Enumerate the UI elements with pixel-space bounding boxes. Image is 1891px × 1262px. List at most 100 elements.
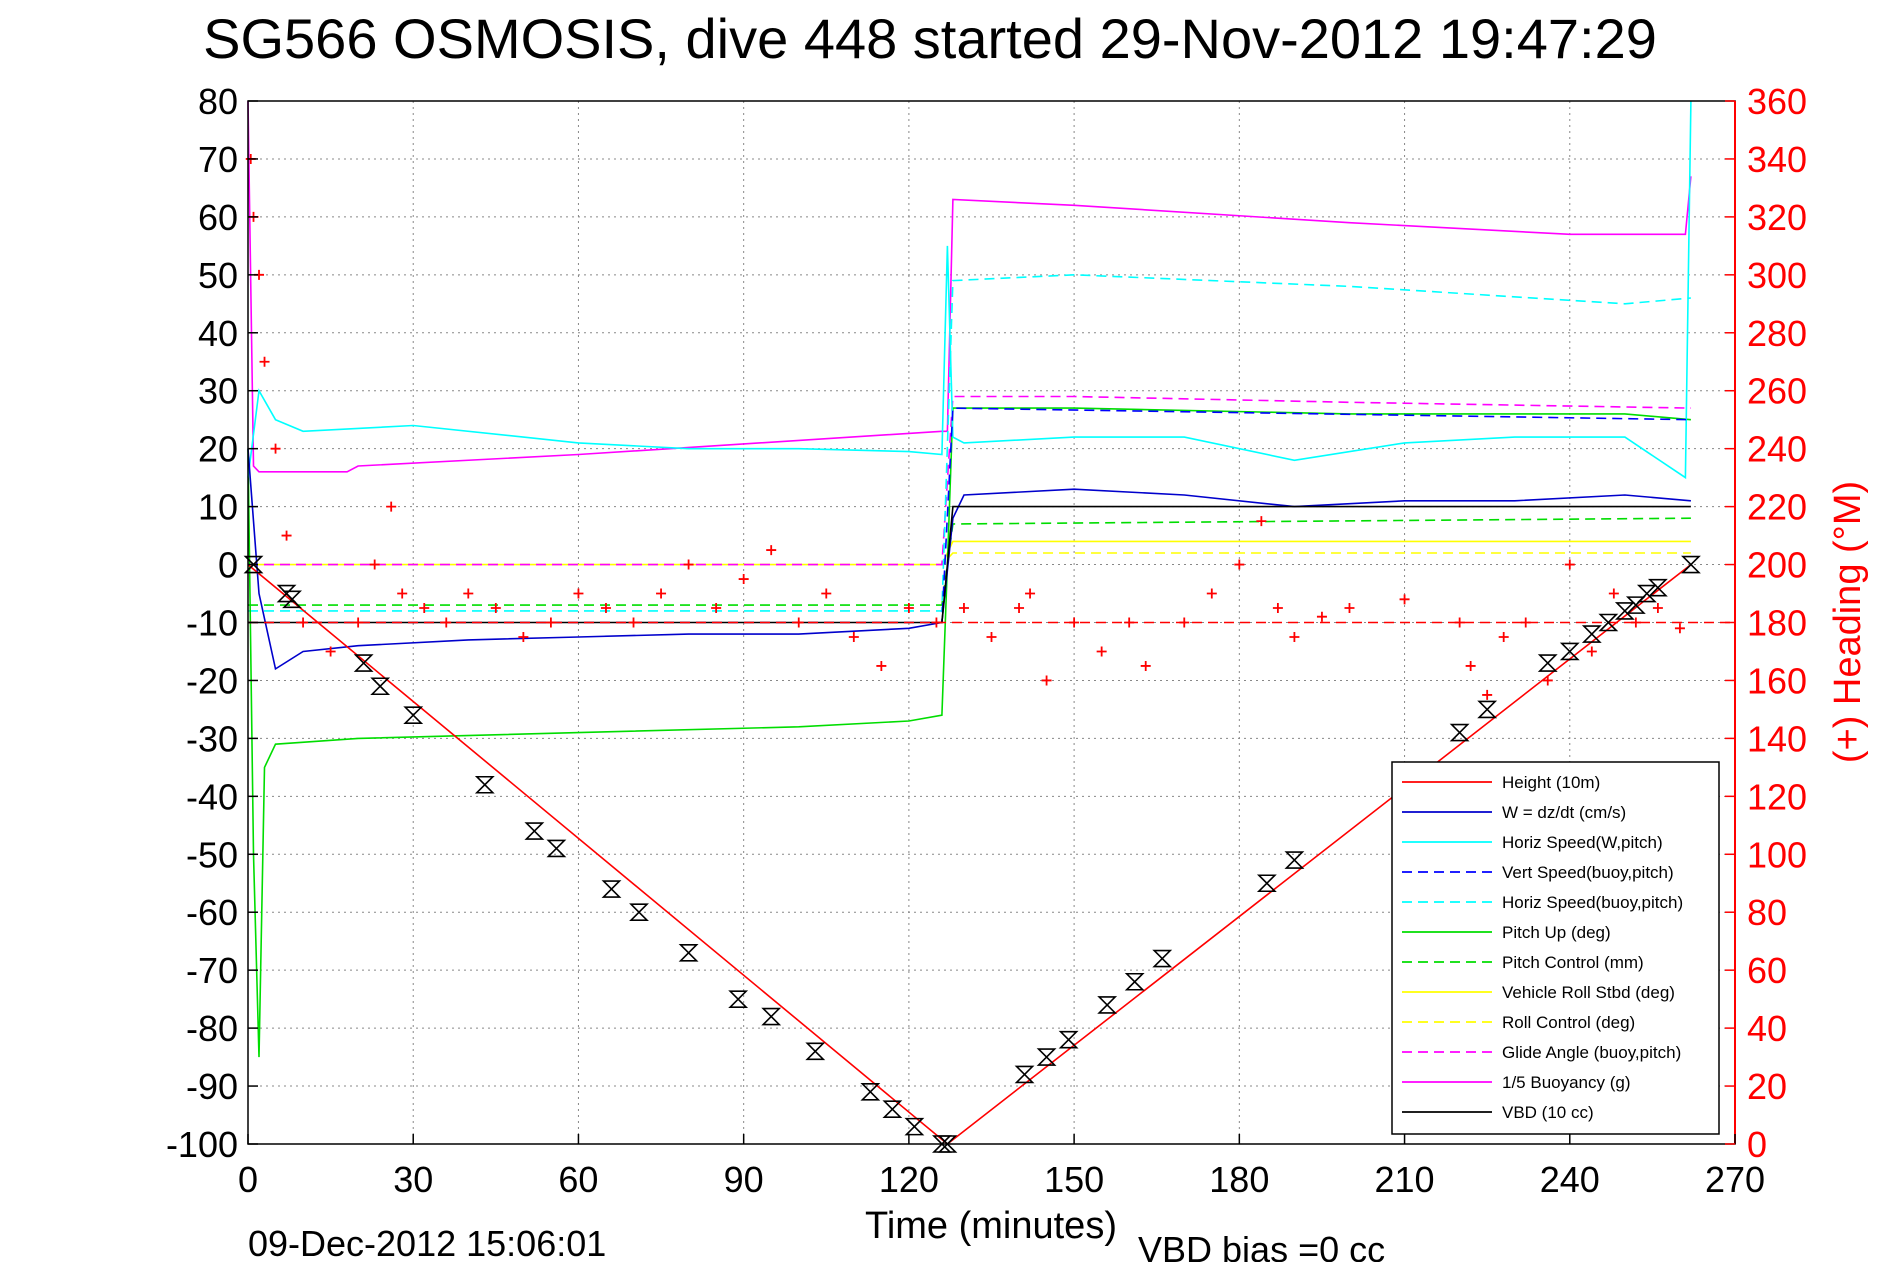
heading-point <box>386 501 397 512</box>
y2-tick-label: 40 <box>1747 1008 1787 1049</box>
y2-tick-label: 240 <box>1747 429 1807 470</box>
legend-label: VBD (10 cc) <box>1502 1103 1594 1122</box>
heading-point <box>281 530 292 541</box>
depth-marker <box>601 880 622 898</box>
series-line <box>248 517 1691 606</box>
depth-marker <box>761 1007 782 1026</box>
y2-tick-label: 60 <box>1747 950 1787 991</box>
heading-point <box>848 631 859 642</box>
depth-marker <box>370 677 391 696</box>
heading-point <box>353 617 364 628</box>
legend-label: Glide Angle (buoy,pitch) <box>1502 1043 1681 1062</box>
heading-point <box>986 631 997 642</box>
x-tick-label: 240 <box>1540 1159 1600 1200</box>
x-tick-label: 210 <box>1375 1159 1435 1200</box>
legend-label: Horiz Speed(W,pitch) <box>1502 833 1663 852</box>
depth-marker <box>524 822 545 840</box>
depth-marker <box>1097 996 1118 1014</box>
y2-tick-label: 280 <box>1747 313 1807 354</box>
legend-label: Height (10m) <box>1502 773 1600 792</box>
heading-point <box>490 603 501 614</box>
footer-vbd-bias: VBD bias =0 cc <box>1138 1229 1385 1262</box>
heading-point <box>821 588 832 599</box>
y2-tick-label: 360 <box>1747 81 1807 122</box>
depth-marker <box>1449 723 1470 742</box>
y-tick-label: 30 <box>198 371 238 412</box>
heading-point <box>1542 675 1553 686</box>
x-tick-label: 120 <box>879 1159 939 1200</box>
depth-marker <box>860 1083 881 1101</box>
y2-tick-label: 220 <box>1747 487 1807 528</box>
heading-point <box>711 603 722 614</box>
heading-point <box>1399 594 1410 605</box>
series-line <box>247 100 1692 480</box>
heading-point <box>259 356 270 367</box>
depth-marker <box>1477 700 1498 719</box>
depth-marker <box>1681 555 1701 574</box>
heading-point <box>931 617 942 628</box>
depth-marker <box>1625 596 1646 614</box>
legend-label: Horiz Speed(buoy,pitch) <box>1502 893 1683 912</box>
heading-point <box>545 617 556 628</box>
y2-tick-label: 140 <box>1747 718 1807 759</box>
heading-point <box>441 617 452 628</box>
heading-point <box>1069 617 1080 628</box>
legend-label: Pitch Control (mm) <box>1502 953 1644 972</box>
y-tick-label: -20 <box>186 660 238 701</box>
depth-marker <box>1014 1065 1035 1084</box>
y-tick-label: -10 <box>186 603 238 644</box>
y2-tick-label: 260 <box>1747 371 1807 412</box>
depth-marker <box>1152 949 1173 968</box>
y-tick-label: 70 <box>198 139 238 180</box>
marker-layer <box>243 555 1701 1153</box>
y-axis-ticks: 80 70 60 50 40 30 20 10 0 -10 -20 -30 -40 -50 -60 -70 -8… <box>166 81 258 1165</box>
y2-tick-label: 120 <box>1747 776 1807 817</box>
depth-marker <box>474 775 495 794</box>
legend-label: 1/5 Buoyancy (g) <box>1502 1073 1631 1092</box>
heading-point <box>1652 603 1663 614</box>
y2-tick-label: 320 <box>1747 197 1807 238</box>
x-tick-label: 30 <box>393 1159 433 1200</box>
x-axis-label: Time (minutes) <box>865 1205 1117 1247</box>
heading-point <box>298 617 309 628</box>
heading-point <box>463 588 474 599</box>
heading-point <box>1630 617 1641 628</box>
x-tick-label: 90 <box>724 1159 764 1200</box>
heading-layer <box>245 153 1735 700</box>
heading-point <box>1025 588 1036 599</box>
heading-point <box>1256 516 1267 527</box>
depth-marker <box>403 706 424 725</box>
x-tick-label: 60 <box>558 1159 598 1200</box>
y2-tick-label: 200 <box>1747 545 1807 586</box>
y-tick-label: 50 <box>198 255 238 296</box>
series-line <box>248 505 1691 624</box>
heading-point <box>600 603 611 614</box>
heading-point <box>1272 603 1283 614</box>
series-line <box>247 100 1692 473</box>
x-tick-label: 270 <box>1705 1159 1765 1200</box>
heading-point <box>419 603 430 614</box>
depth-marker <box>243 555 264 574</box>
heading-point <box>656 588 667 599</box>
depth-marker <box>1581 625 1602 643</box>
depth-marker <box>1036 1048 1057 1066</box>
heading-point <box>766 545 777 556</box>
y-tick-label: 80 <box>198 81 238 122</box>
heading-point <box>270 443 281 454</box>
series-layer <box>247 100 1692 1146</box>
depth-marker <box>728 990 749 1008</box>
heading-point <box>1316 611 1327 622</box>
y-tick-label: 0 <box>218 545 238 586</box>
depth-marker <box>353 654 374 672</box>
heading-point <box>1498 631 1509 642</box>
depth-marker <box>882 1100 903 1119</box>
x-tick-label: 0 <box>238 1159 258 1200</box>
heading-point <box>1234 559 1245 570</box>
depth-marker <box>805 1042 826 1061</box>
heading-point <box>876 660 887 671</box>
y-tick-label: -90 <box>186 1066 238 1107</box>
heading-point <box>1096 646 1107 657</box>
y2-tick-label: 300 <box>1747 255 1807 296</box>
depth-marker <box>629 903 649 922</box>
heading-point <box>958 603 969 614</box>
